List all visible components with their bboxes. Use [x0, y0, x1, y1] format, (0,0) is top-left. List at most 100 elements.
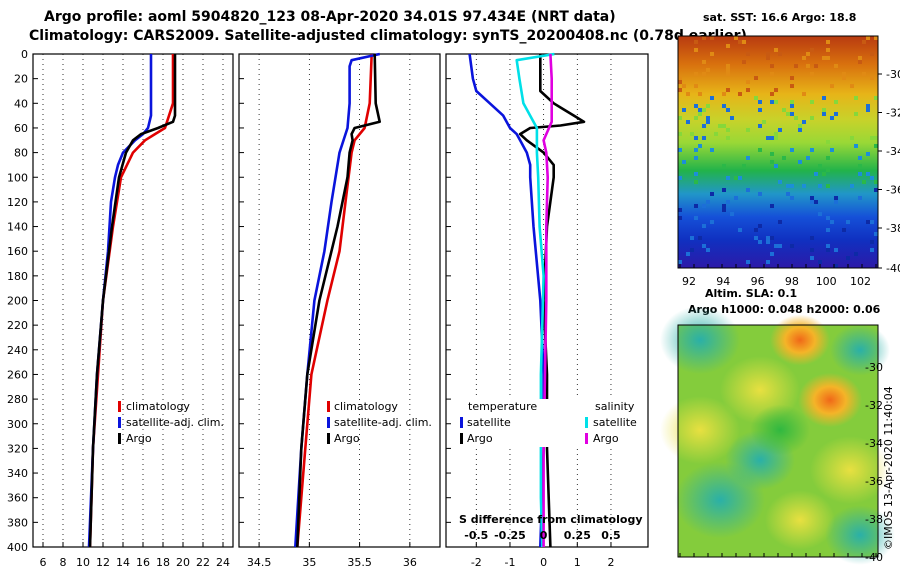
sst-pixel	[866, 36, 870, 40]
sst-x-tick-label: 94	[716, 275, 730, 288]
sst-pixel	[790, 76, 794, 80]
sst-pixel	[702, 136, 706, 140]
sst-pixel	[874, 144, 878, 148]
sst-pixel	[686, 120, 690, 124]
sst-pixel	[758, 240, 762, 244]
sst-pixel	[858, 56, 862, 60]
sst-pixel	[710, 52, 714, 56]
sst-pixel	[798, 124, 802, 128]
sst-pixel	[746, 80, 750, 84]
sst-pixel	[790, 244, 794, 248]
sst-pixel	[758, 224, 762, 228]
sst-x-tick-label: 100	[816, 275, 837, 288]
sst-pixel	[758, 108, 762, 112]
sst-pixel	[770, 160, 774, 164]
sst-pixel	[826, 244, 830, 248]
sla-anomaly-patch	[750, 404, 810, 456]
sst-pixel	[738, 176, 742, 180]
temperature-legend: climatology satellite-adj. clim. Argo	[118, 400, 224, 445]
sst-pixel	[846, 256, 850, 260]
sst-pixel	[850, 84, 854, 88]
sst-pixel	[678, 148, 682, 152]
sst-pixel	[802, 56, 806, 60]
sst-pixel	[870, 52, 874, 56]
sst-pixel	[690, 248, 694, 252]
x-tick-label: 35.5	[347, 556, 372, 569]
sla-anomaly-patch	[660, 306, 740, 374]
sla-y-tick-label: -40	[865, 551, 883, 564]
sst-x-tick-label: 96	[751, 275, 765, 288]
sst-pixel	[870, 136, 874, 140]
series-line-climatology	[296, 53, 373, 548]
sst-pixel	[702, 204, 706, 208]
sst-pixel	[842, 72, 846, 76]
sst-pixel	[698, 144, 702, 148]
y-tick-label: 380	[7, 516, 28, 529]
sst-pixel	[866, 152, 870, 156]
sst-pixel	[854, 112, 858, 116]
x-tick-label: 8	[60, 556, 67, 569]
sst-pixel	[722, 164, 726, 168]
sst-pixel	[726, 128, 730, 132]
sst-pixel	[802, 184, 806, 188]
y-tick-label: 180	[7, 270, 28, 283]
sst-pixel	[790, 104, 794, 108]
sst-pixel	[678, 176, 682, 180]
sst-pixel	[754, 76, 758, 80]
sst-pixel	[866, 220, 870, 224]
sst-pixel	[790, 184, 794, 188]
sst-pixel	[758, 100, 762, 104]
sst-pixel	[694, 84, 698, 88]
sst-pixel	[866, 104, 870, 108]
sst-pixel	[710, 148, 714, 152]
y-tick-label: 300	[7, 418, 28, 431]
sst-pixel	[842, 228, 846, 232]
sst-pixel	[694, 116, 698, 120]
sst-pixel	[746, 260, 750, 264]
sst-pixel	[822, 108, 826, 112]
sst-pixel	[846, 220, 850, 224]
sst-pixel	[702, 60, 706, 64]
sla-anomaly-patch	[798, 372, 862, 428]
sst-pixel	[850, 184, 854, 188]
sst-pixel	[722, 188, 726, 192]
sst-pixel	[874, 232, 878, 236]
figure-title-line2: Climatology: CARS2009. Satellite-adjuste…	[29, 28, 747, 44]
sst-pixel	[770, 100, 774, 104]
sst-pixel	[726, 200, 730, 204]
sst-pixel	[782, 156, 786, 160]
y-tick-label: 100	[7, 171, 28, 184]
sst-pixel	[754, 96, 758, 100]
sst-pixel	[742, 164, 746, 168]
x-tick-label: 18	[156, 556, 170, 569]
y-tick-label: 240	[7, 344, 28, 357]
y-tick-label: 260	[7, 368, 28, 381]
y-tick-label: 320	[7, 442, 28, 455]
legend-label-climatology: climatology	[334, 400, 398, 413]
y-tick-label: 40	[14, 97, 28, 110]
sla-y-tick-label: -32	[865, 399, 883, 412]
sst-pixel	[678, 80, 682, 84]
sst-y-tick-label: -32	[886, 107, 900, 120]
x-tick-label: 10	[76, 556, 90, 569]
sst-pixel	[810, 148, 814, 152]
sst-pixel	[770, 204, 774, 208]
sst-pixel	[790, 112, 794, 116]
sst-pixel	[770, 92, 774, 96]
x-tick-label: 12	[96, 556, 110, 569]
sst-pixel	[734, 36, 738, 40]
sst-pixel	[874, 180, 878, 184]
x-tick-label: 24	[216, 556, 230, 569]
sst-pixel	[778, 180, 782, 184]
sst-pixel	[874, 188, 878, 192]
sla-anomaly-patch	[810, 436, 890, 504]
sst-pixel	[866, 172, 870, 176]
sla-anomaly-patch	[675, 461, 765, 539]
sla-y-tick-label: -34	[865, 437, 883, 450]
x-tick-label: 0	[540, 556, 547, 569]
x2-tick-label: -0.5	[464, 529, 488, 542]
sst-pixel	[830, 148, 834, 152]
sst-pixel	[806, 156, 810, 160]
sst-pixel	[678, 76, 682, 80]
sst-pixel	[690, 236, 694, 240]
